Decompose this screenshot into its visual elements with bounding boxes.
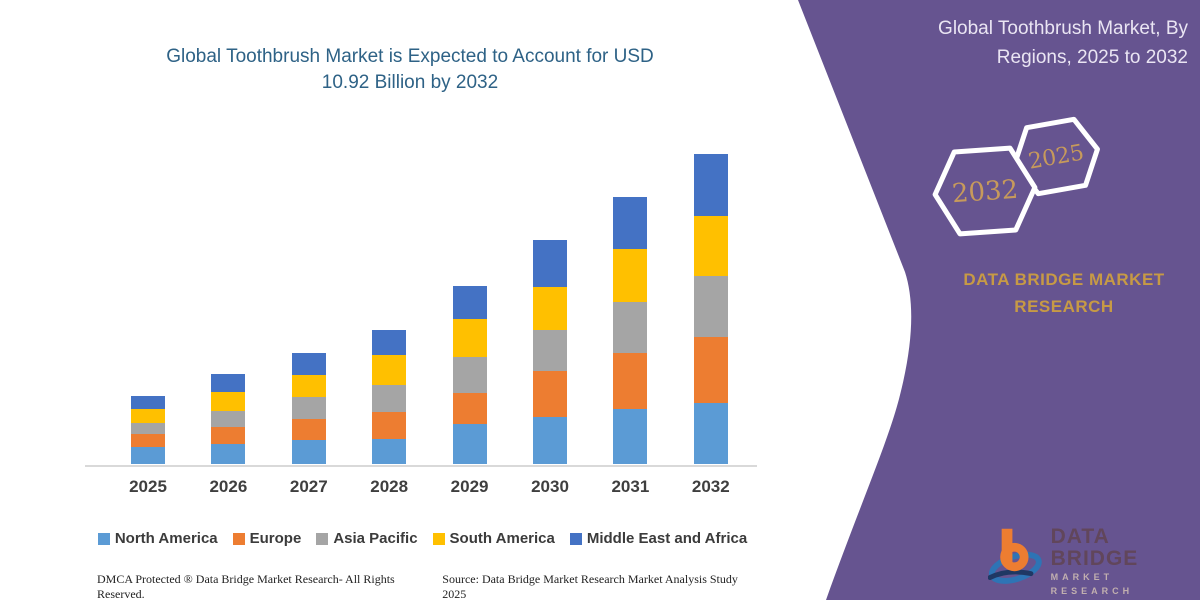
bar-segment-middle-east-and-africa	[613, 196, 648, 250]
legend-label: South America	[449, 530, 555, 547]
bar-segment-europe	[372, 411, 407, 440]
legend-item-north-america: North America	[97, 530, 218, 547]
hexagon-2032: 2032	[932, 145, 1038, 237]
legend-label: Asia Pacific	[333, 530, 418, 547]
stacked-bar-2027	[291, 352, 326, 464]
bar-segment-south-america	[131, 409, 165, 424]
legend-item-asia-pacific: Asia Pacific	[316, 530, 418, 547]
legend-label: Europe	[249, 530, 302, 547]
x-axis-label-2031: 2031	[611, 477, 650, 496]
brand-line2: RESEARCH	[1014, 297, 1114, 316]
bar-segment-south-america	[291, 375, 326, 397]
bar-segment-asia-pacific	[131, 423, 165, 434]
bar-segment-south-america	[372, 355, 407, 386]
x-axis-label-2032: 2032	[691, 477, 730, 496]
bar-segment-north-america	[291, 440, 326, 464]
bar-segment-europe	[613, 353, 648, 409]
legend-label: Middle East and Africa	[586, 530, 748, 547]
bar-segment-europe	[533, 371, 567, 417]
bar-segment-north-america	[613, 408, 648, 464]
chart-title-line2: 10.92 Billion by 2032	[321, 72, 499, 93]
source-text: Source: Data Bridge Market Research Mark…	[442, 572, 738, 601]
bar-segment-north-america	[131, 447, 165, 464]
bar-segment-asia-pacific	[372, 385, 407, 412]
legend: North America Europe Asia Pacific South Ame…	[85, 530, 760, 547]
stacked-bar-2030	[533, 240, 567, 464]
dbmr-logo: DATA BRIDGE MARKET RESEARCH	[988, 520, 1200, 598]
bar-segment-north-america	[533, 416, 567, 464]
bar-segment-europe	[131, 433, 165, 448]
bar-segment-middle-east-and-africa	[372, 330, 407, 356]
x-axis-label-2027: 2027	[289, 477, 328, 496]
bar-segment-asia-pacific	[613, 301, 648, 354]
stacked-bar-2029	[452, 286, 487, 464]
bar-segment-south-america	[613, 249, 648, 302]
bar-segment-europe	[693, 337, 728, 403]
legend-swatch	[569, 532, 582, 545]
bar-segment-middle-east-and-africa	[131, 396, 165, 410]
bar-segment-north-america	[452, 424, 487, 464]
footer: DMCA Protected ® Data Bridge Market Rese…	[97, 572, 762, 602]
dmca-text: DMCA Protected ® Data Bridge Market Rese…	[97, 572, 395, 601]
bar-segment-south-america	[693, 215, 728, 276]
bar-segment-europe	[452, 393, 487, 425]
panel-title-line1: Global Toothbrush Market, By	[938, 18, 1188, 39]
legend-swatch	[316, 532, 329, 545]
panel-title: Global Toothbrush Market, By Regions, 20…	[880, 14, 1188, 72]
stacked-bar-2025	[131, 396, 165, 464]
legend-swatch	[232, 532, 245, 545]
bar-segment-south-america	[452, 318, 487, 357]
legend-swatch	[432, 532, 445, 545]
bar-segment-asia-pacific	[533, 330, 567, 372]
panel-title-line2: Regions, 2025 to 2032	[996, 47, 1188, 68]
chart-title: Global Toothbrush Market is Expected to …	[110, 44, 710, 96]
hexagon-year-front: 2032	[951, 175, 1019, 210]
bar-segment-asia-pacific	[452, 356, 487, 394]
legend-swatch	[97, 532, 110, 545]
x-axis-line	[85, 465, 757, 467]
bar-segment-asia-pacific	[291, 396, 326, 420]
bar-segment-middle-east-and-africa	[533, 240, 567, 287]
bar-segment-europe	[291, 419, 326, 441]
bar-segment-south-america	[533, 286, 567, 331]
x-axis-labels: 2025 2026 2027 2028 2029 2030 2031 2032	[85, 477, 757, 501]
dbmr-logo-text: DATA BRIDGE MARKET RESEARCH	[1051, 526, 1200, 598]
x-axis-label-2028: 2028	[370, 477, 409, 496]
bar-segment-middle-east-and-africa	[452, 286, 487, 319]
logo-text-main: DATA BRIDGE	[1050, 525, 1139, 570]
plot-area	[85, 140, 757, 465]
legend-item-south-america: South America	[432, 530, 555, 547]
x-axis-label-2029: 2029	[450, 477, 489, 496]
stacked-bar-2026	[211, 373, 246, 464]
legend-item-europe: Europe	[232, 530, 302, 547]
stacked-bar-2032	[693, 153, 728, 464]
legend-item-middle-east-and-africa: Middle East and Africa	[569, 530, 748, 547]
bar-segment-middle-east-and-africa	[291, 352, 326, 376]
x-axis-label-2030: 2030	[531, 477, 569, 496]
x-axis-label-2026: 2026	[209, 477, 248, 496]
bar-segment-south-america	[211, 391, 246, 412]
bar-segment-middle-east-and-africa	[211, 373, 246, 392]
bar-segment-middle-east-and-africa	[693, 153, 728, 216]
hexagon-2025: 2025	[1012, 116, 1100, 197]
logo-text-sub: MARKET RESEARCH	[1050, 572, 1134, 596]
legend-label: North America	[114, 530, 218, 547]
stacked-bar-2028	[372, 330, 407, 464]
brand-line1: DATA BRIDGE MARKET	[963, 270, 1165, 289]
x-axis-label-2025: 2025	[129, 477, 167, 496]
dbmr-logo-icon	[988, 528, 1042, 584]
bar-segment-north-america	[211, 444, 246, 464]
bar-segment-europe	[211, 426, 246, 445]
brand-wordmark: DATA BRIDGE MARKET RESEARCH	[930, 266, 1198, 320]
bar-segment-asia-pacific	[693, 275, 728, 338]
bar-segment-north-america	[693, 402, 728, 464]
bar-segment-asia-pacific	[211, 411, 246, 427]
stacked-bar-2031	[613, 196, 648, 464]
bar-segment-north-america	[372, 439, 407, 464]
chart-title-line1: Global Toothbrush Market is Expected to …	[166, 46, 654, 67]
